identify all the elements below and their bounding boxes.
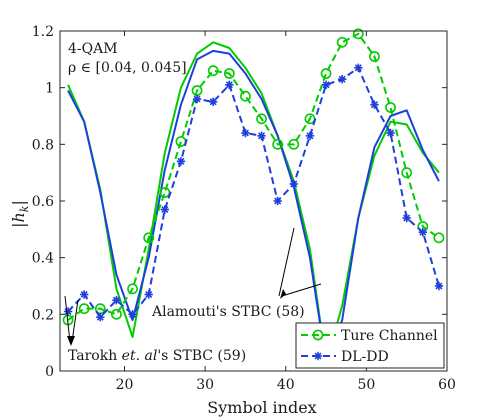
data-point bbox=[386, 128, 395, 138]
data-point bbox=[272, 138, 284, 150]
data-point bbox=[241, 128, 250, 138]
x-tick-label: 50 bbox=[357, 377, 375, 393]
x-tick-label: 60 bbox=[438, 377, 456, 393]
y-tick-label: 0.2 bbox=[32, 307, 54, 323]
data-point bbox=[159, 187, 171, 198]
data-point bbox=[143, 232, 155, 244]
data-point bbox=[207, 65, 219, 77]
y-tick-label: 1 bbox=[45, 81, 54, 97]
data-point bbox=[257, 131, 266, 141]
annotation-alamouti: Alamouti's STBC (58) bbox=[151, 304, 305, 320]
data-point bbox=[418, 227, 428, 237]
y-tick-label: 0.8 bbox=[32, 137, 54, 153]
data-point bbox=[320, 68, 332, 79]
x-tick-label: 30 bbox=[196, 377, 214, 393]
annotation-tarokh: Tarokh et. al's STBC (59) bbox=[68, 348, 246, 364]
data-point bbox=[176, 157, 186, 166]
svg-text:|hk|: |hk| bbox=[9, 200, 31, 228]
legend: Ture Channel DL-DD bbox=[295, 322, 445, 369]
data-point bbox=[111, 308, 122, 320]
data-point bbox=[160, 205, 170, 214]
legend-marker bbox=[312, 329, 324, 341]
legend-label: DL-DD bbox=[341, 349, 389, 365]
data-point bbox=[352, 28, 364, 40]
y-axis-label: |hk| bbox=[9, 200, 31, 228]
data-point bbox=[127, 283, 138, 295]
x-axis-label: Symbol index bbox=[207, 398, 316, 417]
data-point bbox=[96, 312, 105, 322]
data-point bbox=[240, 90, 251, 102]
data-point bbox=[208, 97, 218, 107]
data-point bbox=[289, 179, 299, 189]
annotation-modulation: 4-QAM bbox=[68, 41, 118, 57]
data-point bbox=[305, 131, 315, 141]
data-point bbox=[370, 100, 379, 109]
data-point bbox=[78, 303, 90, 315]
data-point bbox=[433, 232, 445, 244]
data-point bbox=[256, 113, 267, 125]
data-point bbox=[128, 310, 137, 319]
data-point bbox=[273, 196, 282, 206]
series-alamouti-ture-channel bbox=[67, 41, 440, 364]
axis-ticks: 20 30 40 50 60 0 0.2 0.4 0.6 0.8 1 1.2 bbox=[32, 24, 456, 393]
y-tick-label: 0.6 bbox=[32, 194, 54, 210]
y-tick-label: 1.2 bbox=[32, 24, 54, 40]
data-point bbox=[354, 63, 363, 73]
x-tick-label: 40 bbox=[277, 377, 295, 393]
data-point bbox=[192, 94, 202, 104]
legend-entry: Ture Channel bbox=[301, 328, 438, 344]
annotation-rho: ρ ∈ [0.04, 0.045] bbox=[68, 60, 187, 76]
arrow-alamouti-1 bbox=[278, 227, 295, 297]
data-point bbox=[223, 68, 235, 79]
arrow-alamouti-2 bbox=[281, 283, 322, 297]
y-tick-label: 0 bbox=[45, 364, 54, 380]
arrowhead-alamouti bbox=[280, 289, 286, 299]
series-layer bbox=[62, 28, 445, 364]
x-tick-label: 20 bbox=[116, 377, 134, 393]
arrow-tarokh-1 bbox=[64, 295, 71, 343]
data-point bbox=[402, 213, 411, 223]
arrowhead-tarokh bbox=[67, 336, 75, 346]
data-point bbox=[288, 138, 300, 150]
data-point bbox=[112, 295, 121, 305]
data-point bbox=[144, 290, 153, 299]
data-point bbox=[434, 281, 444, 291]
series-tarokh-dl-dd bbox=[63, 63, 444, 322]
data-point bbox=[336, 36, 348, 48]
data-point bbox=[321, 80, 331, 90]
data-point bbox=[369, 51, 380, 62]
data-point bbox=[79, 290, 89, 299]
data-point bbox=[385, 102, 396, 113]
legend-entry: DL-DD bbox=[301, 349, 389, 365]
data-point bbox=[337, 74, 347, 84]
data-point bbox=[63, 307, 73, 316]
y-tick-label: 0.4 bbox=[32, 251, 54, 267]
legend-label: Ture Channel bbox=[341, 328, 438, 344]
series-line bbox=[67, 41, 440, 364]
data-point bbox=[225, 80, 234, 90]
arrow-tarokh-2 bbox=[71, 299, 79, 343]
data-point bbox=[401, 167, 413, 179]
legend-marker bbox=[313, 351, 323, 361]
